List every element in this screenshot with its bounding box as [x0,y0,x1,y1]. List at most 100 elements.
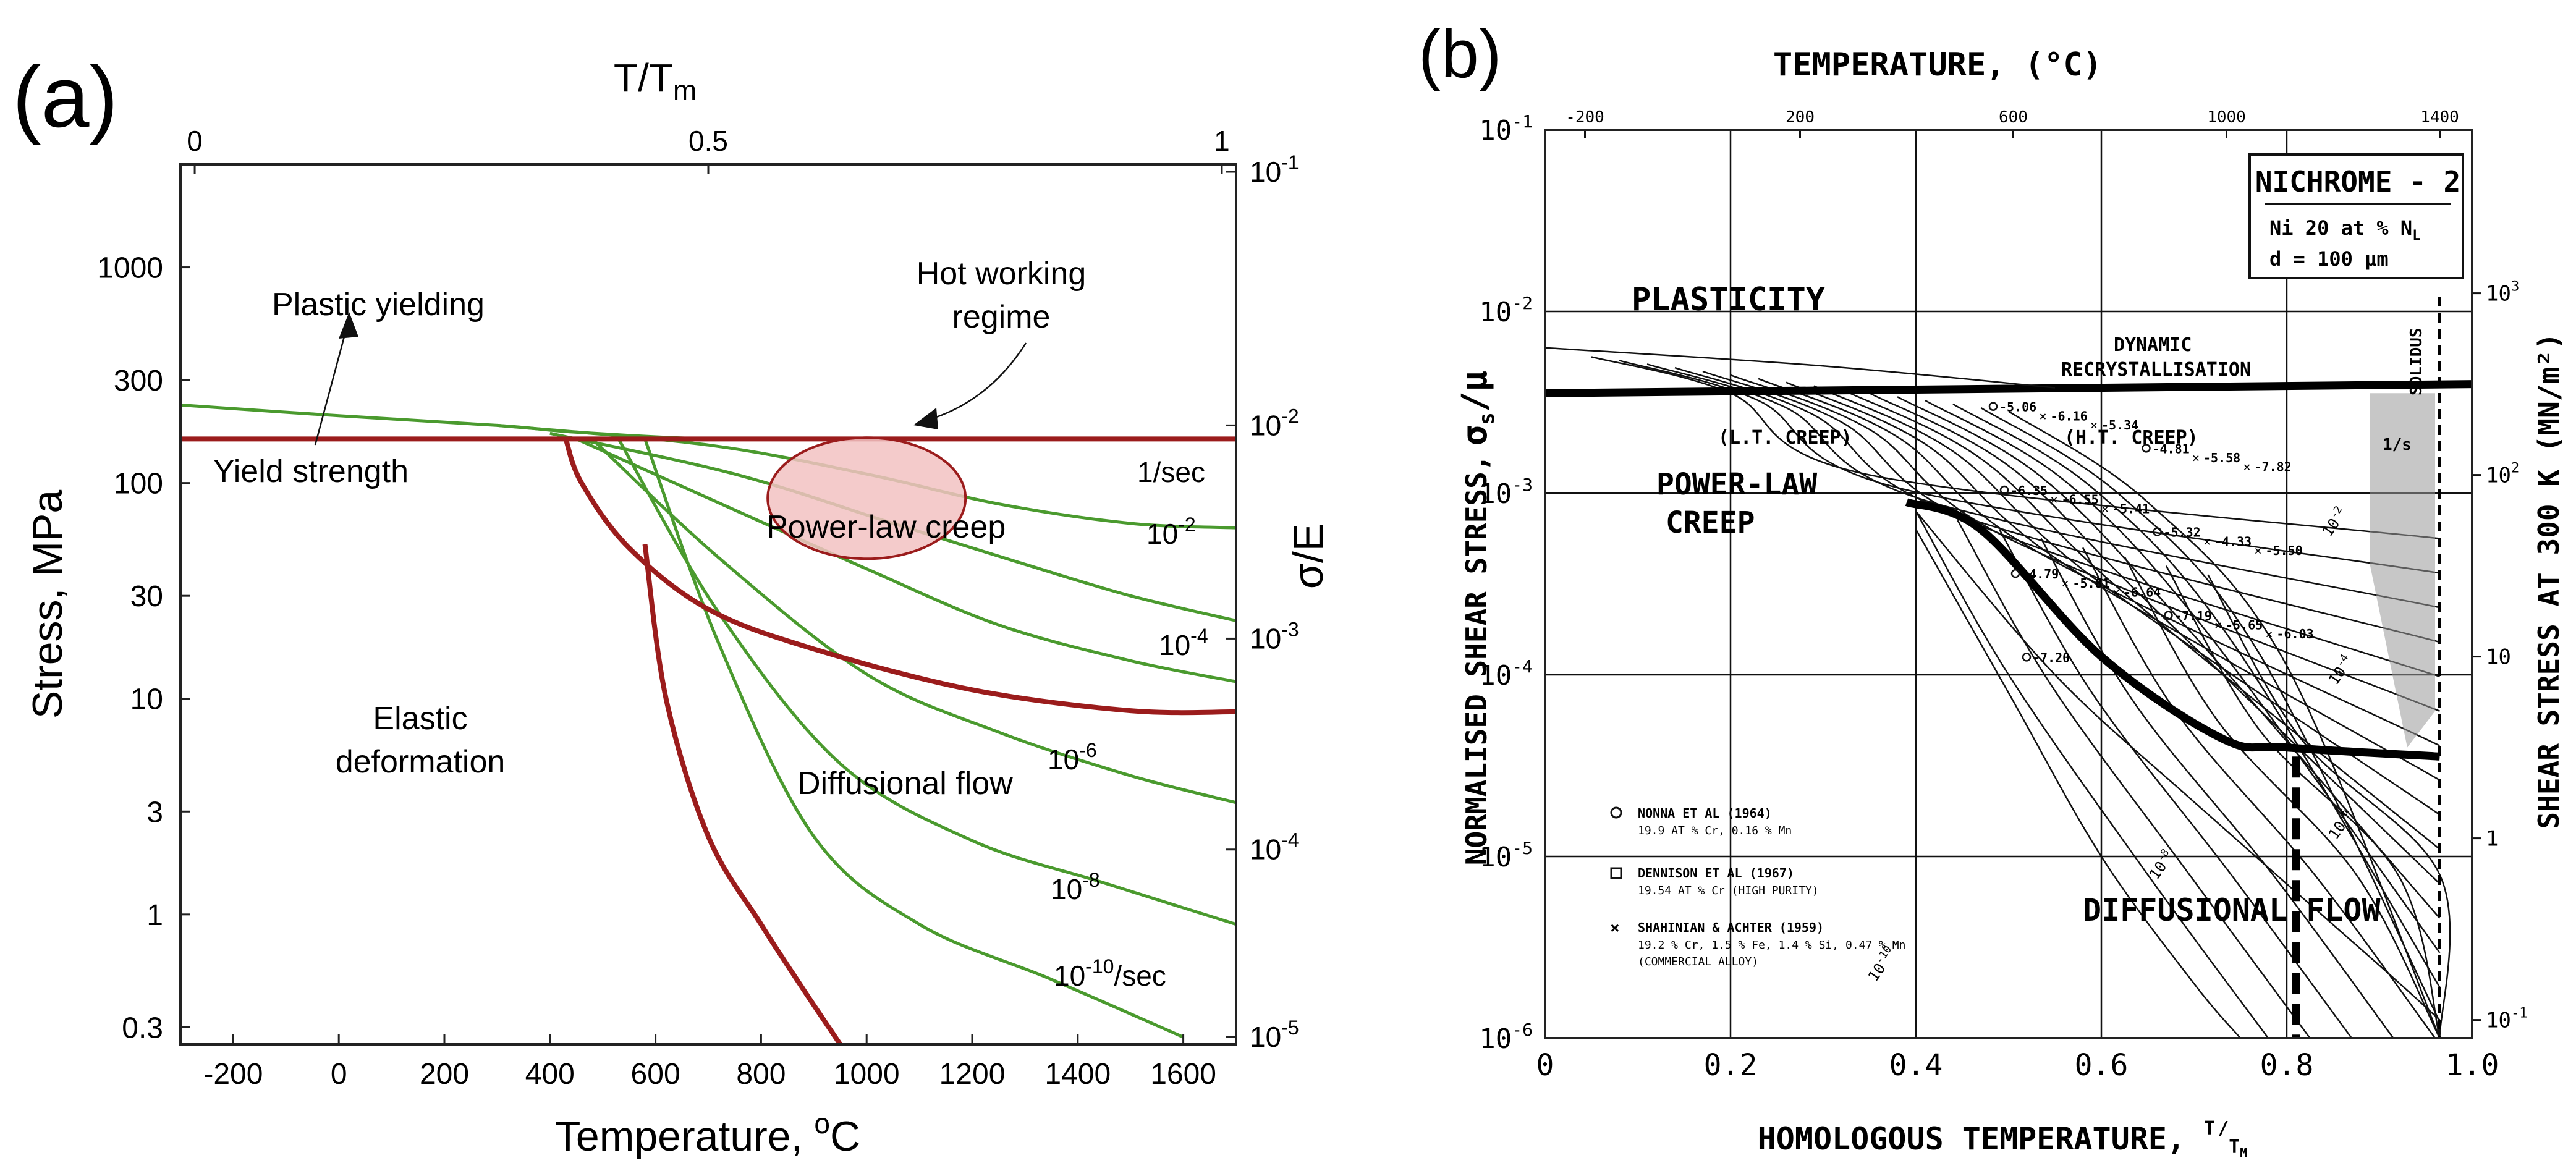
curve-a-8 [617,438,1237,926]
right-tick-label-a: 10-2 [1250,405,1299,441]
iso-rate-line-b [1786,381,2441,781]
data-marker-circle [2153,527,2162,536]
data-marker-cross: × [2051,492,2058,507]
legend-marker-cross: × [1610,919,1620,937]
right-axis-label-a: σ/E [1285,523,1332,589]
panel-b-curves [1544,297,2473,1039]
label-lt-creep: (L.T. CREEP) [1718,427,1852,449]
data-legend: NONNA ET AL (1964) 19.9 AT % Cr, 0.16 % … [1610,806,1905,968]
x-tick-label-a: 1400 [1044,1058,1111,1091]
data-marker-circle [2010,569,2020,578]
legend-marker-square [1610,867,1622,879]
data-point-label: -6.35 [2010,483,2048,498]
legend-dennison-detail: 19.54 AT % Cr (HIGH PURITY) [1638,884,1819,897]
x-tick-label-b: 0.6 [2075,1048,2129,1083]
label-diffusional-flow: Diffusional flow [797,766,1013,801]
legend-shahinian: SHAHINIAN & ACHTER (1959) [1638,920,1824,935]
data-marker-cross: × [2101,501,2109,516]
iso-rate-line-b [1980,407,2441,1023]
label-yield-strength: Yield strength [213,454,409,489]
label-plastic-yielding: Plastic yielding [272,287,485,323]
label-solidus: SOLIDUS [2407,328,2426,395]
material-legend-box [2248,153,2464,279]
iso-rate-line-b [1619,360,2440,574]
y-tick-label-b: 10-6 [1479,1020,1533,1055]
panel-b: (b) TEMPERATURE, (°C) 0 0.2 0.4 0.6 0.8 1.0 10… [1418,16,2565,1160]
curve-b-1 [1544,347,2056,389]
right-tick-label-a: 10-3 [1250,618,1299,654]
iso-rate-line-b [1925,400,2441,953]
data-marker-cross: × [2266,627,2273,641]
material-name: NICHROME - 2 [2255,165,2460,198]
x-tick-label-a: 400 [525,1058,575,1091]
x-tick-label-a: 1000 [834,1058,900,1091]
right-tick-label-a: 10-5 [1250,1017,1299,1053]
diffusion-line-b [2082,547,2436,1039]
y-tick-label-b: 10-5 [1479,838,1533,873]
curve-b-0 [1544,380,2473,397]
y-tick-label-a: 1000 [97,252,163,285]
top-tick-label-a: 1 [1214,125,1230,157]
curve-a-0 [180,403,814,441]
hot-working-arrowhead [913,408,938,429]
label-creep: CREEP [1666,505,1755,540]
curve-b-3 [1915,510,2441,1021]
panel-label-a: (a) [12,48,118,145]
rate-b-1e-2: 10-2 [2318,504,2351,539]
x-tick-label-a: -200 [203,1058,263,1091]
x-tick-label-b: 0.8 [2260,1048,2314,1083]
label-power-law-creep: Power-law creep [766,509,1006,545]
data-point-label: -5.06 [1999,400,2036,415]
curve-a-3 [642,544,842,1046]
top-tick-label-a: 0 [187,125,203,157]
legend-nonna: NONNA ET AL (1964) [1638,806,1772,821]
data-marker-cross: × [2214,618,2222,633]
y-tick-label-b: 10-1 [1479,111,1533,146]
y-tick-label-a: 3 [146,796,163,829]
y-tick-label-a: 1 [146,899,163,932]
right-tick-label-b: 102 [2486,461,2519,488]
label-power-law: POWER-LAW [1656,467,1817,502]
curve-b-4 [1915,529,2241,1039]
data-point-label: -7.19 [2175,609,2212,624]
panel-label-b: (b) [1418,16,1501,92]
yield-strength-arrow [314,318,350,446]
y-tick-label-b: 10-4 [1479,656,1533,691]
top-tick-label-a: 0.5 [688,125,728,157]
right-tick-label-b: 10-1 [2486,1006,2527,1033]
diffusion-line-b [2040,538,2394,1039]
x-tick-label-a: 600 [631,1058,680,1091]
panel-a-green-curves [180,403,1237,1039]
curve-a-2 [563,438,1237,716]
label-deformation: deformation [336,744,506,780]
data-point-label: -4.81 [2153,441,2190,456]
top-tick-label-b: 1000 [2207,108,2246,127]
data-marker-circle [2164,611,2173,620]
data-marker-cross: × [2192,450,2200,465]
label-ht-creep: (H.T. CREEP) [2064,427,2198,449]
top-tick-label-b: 1400 [2420,108,2459,127]
y-tick-label-a: 30 [130,580,163,613]
label-hot-working: Hot working [917,256,1087,292]
label-dynamic: DYNAMIC [2114,334,2192,356]
data-point-label: -6.55 [2062,492,2099,507]
iso-rate-line-b [1758,378,2441,746]
x-tick-label-a: 200 [420,1058,469,1091]
data-marker-circle [2142,444,2151,453]
data-marker-cross: × [2040,408,2047,423]
data-point-label: -5.81 [2073,576,2110,591]
curve-a-6 [575,438,1237,683]
diffusion-line-b [1915,510,2269,1039]
rate-label-1e-4: 10-4 [1159,625,1208,661]
data-marker-circle [1988,402,1998,411]
data-point-label: -5.34 [2101,418,2138,433]
dynamic-recrystallisation-region [2370,393,2435,748]
right-tick-label-b: 1 [2486,827,2498,852]
diffusion-line-b [2124,556,2441,1039]
data-point-label: -4.79 [2022,567,2059,581]
label-recrystallisation: RECRYSTALLISATION [2061,359,2251,381]
label-plasticity: PLASTICITY [1632,281,1826,318]
legend-shahinian-detail2: (COMMERCIAL ALLOY) [1638,955,1758,968]
right-tick-label-a: 10-4 [1250,829,1299,866]
